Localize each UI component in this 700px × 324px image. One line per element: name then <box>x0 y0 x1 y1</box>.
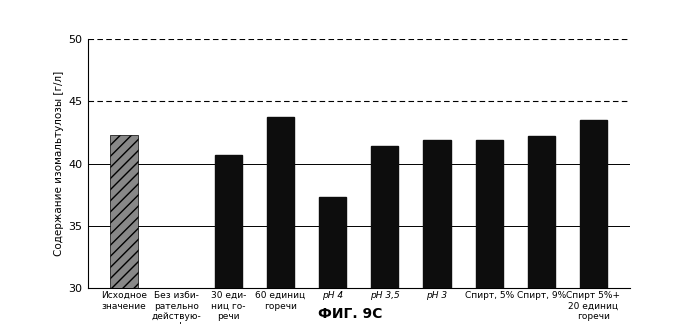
Bar <box>580 120 607 288</box>
Text: ФИГ. 9С: ФИГ. 9С <box>318 307 382 321</box>
Bar <box>371 146 398 288</box>
Bar <box>111 135 138 288</box>
Bar <box>215 155 242 288</box>
Bar <box>319 197 346 288</box>
Y-axis label: Содержание изомальтулозы [г/л]: Содержание изомальтулозы [г/л] <box>55 71 64 256</box>
Bar <box>528 136 555 288</box>
Bar <box>475 140 503 288</box>
Bar <box>267 118 294 288</box>
Bar <box>424 140 451 288</box>
